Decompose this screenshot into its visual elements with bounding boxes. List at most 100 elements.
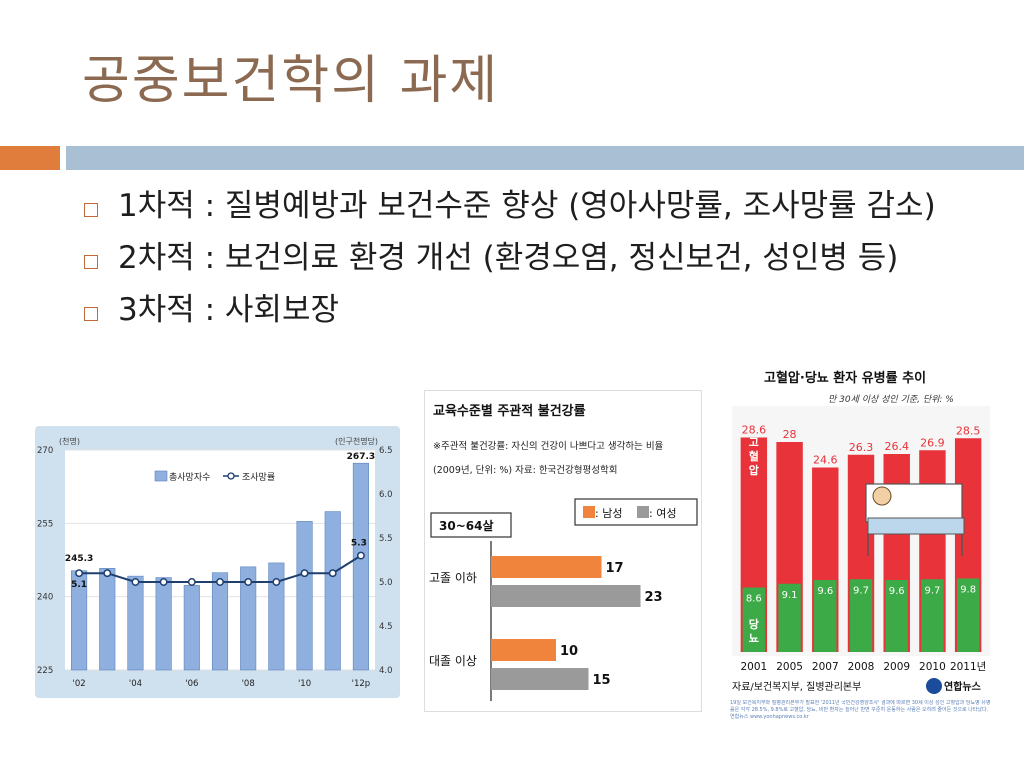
right-tick-label: 5.0 <box>379 578 393 588</box>
data-label: 5.3 <box>351 539 367 549</box>
death-count-bar <box>296 521 313 671</box>
chart-source: 자료/보건복지부, 질병관리본부 <box>732 681 861 693</box>
bar-value-label: 23 <box>645 590 663 605</box>
right-tick-label: 4.5 <box>379 622 393 632</box>
x-tick-label: 2008 <box>848 661 875 673</box>
death-rate-point <box>300 569 309 578</box>
prevalence-chart-svg: 고혈압·당뇨 환자 유병률 추이 만 30세 이상 성인 기준, 단위: % 자… <box>730 370 991 720</box>
bullet-square-icon <box>84 203 98 217</box>
category-label: 고졸 이하 <box>429 571 477 585</box>
age-group-label: 30~64살 <box>439 519 494 533</box>
right-tick-label: 4.0 <box>379 666 393 676</box>
diabetes-value-label: 9.8 <box>960 585 976 596</box>
diabetes-value-label: 9.7 <box>924 585 940 596</box>
chart-footnote: 19일 보건복지부와 질병관리본부가 발표한 '2011년 국민건강영양조사' … <box>730 700 991 720</box>
x-tick-label: '04 <box>129 679 142 689</box>
x-tick-label: '02 <box>73 679 86 689</box>
legend-label-male: : 남성 <box>595 507 622 520</box>
data-label: 245.3 <box>65 554 93 564</box>
x-tick-label: '12p <box>352 679 371 689</box>
diabetes-bar <box>778 583 801 652</box>
category-label: 대졸 이상 <box>429 654 477 668</box>
x-tick-label: 2005 <box>776 661 803 673</box>
hypertension-series-label: 압 <box>749 464 759 477</box>
legend-marker-rate <box>227 472 235 480</box>
diabetes-bar <box>849 579 873 652</box>
hypertension-value-label: 28.6 <box>742 424 767 437</box>
death-count-bar <box>324 511 341 671</box>
bar-male <box>491 556 602 578</box>
hypertension-series-label: 혈 <box>749 449 759 463</box>
blanket-icon <box>867 517 965 535</box>
death-rate-point <box>272 578 281 586</box>
death-count-bar <box>155 577 172 671</box>
diabetes-value-label: 8.6 <box>746 594 762 605</box>
patient-head-icon <box>872 486 892 506</box>
accent-bar-blue <box>66 146 1024 170</box>
death-rate-point <box>328 569 337 578</box>
death-rate-point <box>159 578 168 586</box>
bullet-text: 2차적 : 보건의료 환경 개선 (환경오염, 정신보건, 성인병 등) <box>118 240 899 276</box>
left-tick-label: 255 <box>37 519 53 529</box>
left-unit-label: (천명) <box>59 436 80 446</box>
death-rate-point <box>356 551 365 560</box>
diabetes-value-label: 9.6 <box>889 586 905 597</box>
bullet-text: 1차적 : 질병예방과 보건수준 향상 (영아사망률, 조사망률 감소) <box>118 188 936 224</box>
accent-bar-orange <box>0 146 60 170</box>
death-rate-point <box>216 578 224 586</box>
legend-label-female: : 여성 <box>649 507 676 520</box>
left-tick-label: 225 <box>37 666 53 676</box>
footnote-box: 19일 보건복지부와 질병관리본부가 발표한 '2011년 국민건강영양조사' … <box>730 700 991 720</box>
bullet-text: 3차적 : 사회보장 <box>118 292 339 328</box>
death-count-bar <box>99 568 116 671</box>
bar-value-label: 17 <box>606 561 624 576</box>
left-tick-label: 240 <box>37 593 53 603</box>
bullet-list: 1차적 : 질병예방과 보건수준 향상 (영아사망률, 조사망률 감소) 2차적… <box>84 184 984 340</box>
x-tick-label: '10 <box>298 679 311 689</box>
x-tick-label: '08 <box>242 679 255 689</box>
prevalence-chart: 고혈압·당뇨 환자 유병률 추이 만 30세 이상 성인 기준, 단위: % 자… <box>728 362 994 738</box>
legend-swatch-female <box>637 506 649 518</box>
x-tick-label: '06 <box>185 679 198 689</box>
age-group-box <box>430 512 512 538</box>
chart-title: 고혈압·당뇨 환자 유병률 추이 <box>764 370 926 386</box>
right-tick-label: 5.5 <box>379 534 393 544</box>
chart-source: (2009년, 단위: %) 자료: 한국건강형평성학회 <box>433 464 617 476</box>
data-label: 5.1 <box>71 580 87 590</box>
hypertension-value-label: 28 <box>783 428 797 441</box>
diabetes-bar <box>742 587 766 652</box>
education-health-chart-svg: 교육수준별 주관적 불건강률 ※주관적 불건강률: 자신의 건강이 나쁘다고 생… <box>429 403 698 701</box>
chart-note: ※주관적 불건강률: 자신의 건강이 나쁘다고 생각하는 비율 <box>433 440 664 452</box>
legend-box <box>574 498 698 526</box>
death-count-bar <box>352 462 369 671</box>
death-rate-point <box>131 578 140 586</box>
yonhap-logo-icon <box>926 678 942 694</box>
diabetes-bar <box>956 578 980 652</box>
bar-value-label: 15 <box>593 673 611 688</box>
x-tick-label: 2009 <box>883 661 910 673</box>
legend-swatch-deaths <box>154 470 168 482</box>
data-label: 267.3 <box>347 452 375 462</box>
x-tick-label: 2010 <box>919 661 946 673</box>
legend-swatch-male <box>583 506 595 518</box>
death-rate-point <box>103 569 112 578</box>
legend-label: 총사망자수 <box>169 472 210 483</box>
bar-male <box>491 639 556 661</box>
diabetes-value-label: 9.6 <box>817 586 833 597</box>
hypertension-value-label: 24.6 <box>813 454 838 467</box>
hypertension-value-label: 28.5 <box>956 424 981 437</box>
x-tick-label: 2007 <box>812 661 839 673</box>
death-count-bar <box>240 566 257 671</box>
bar-female <box>491 668 589 690</box>
death-rate-point <box>187 578 196 586</box>
right-tick-label: 6.0 <box>379 490 393 500</box>
diabetes-value-label: 9.7 <box>853 585 869 596</box>
death-count-bar <box>211 572 229 671</box>
right-unit-label: (인구천명당) <box>335 436 378 446</box>
patient-bed-illustration <box>865 483 965 556</box>
death-count-bar <box>183 585 200 671</box>
hypertension-value-label: 26.4 <box>884 440 909 453</box>
brand-label: 연합뉴스 <box>944 680 981 693</box>
diabetes-bar <box>921 579 944 652</box>
hypertension-series-label: 고 <box>749 436 759 449</box>
